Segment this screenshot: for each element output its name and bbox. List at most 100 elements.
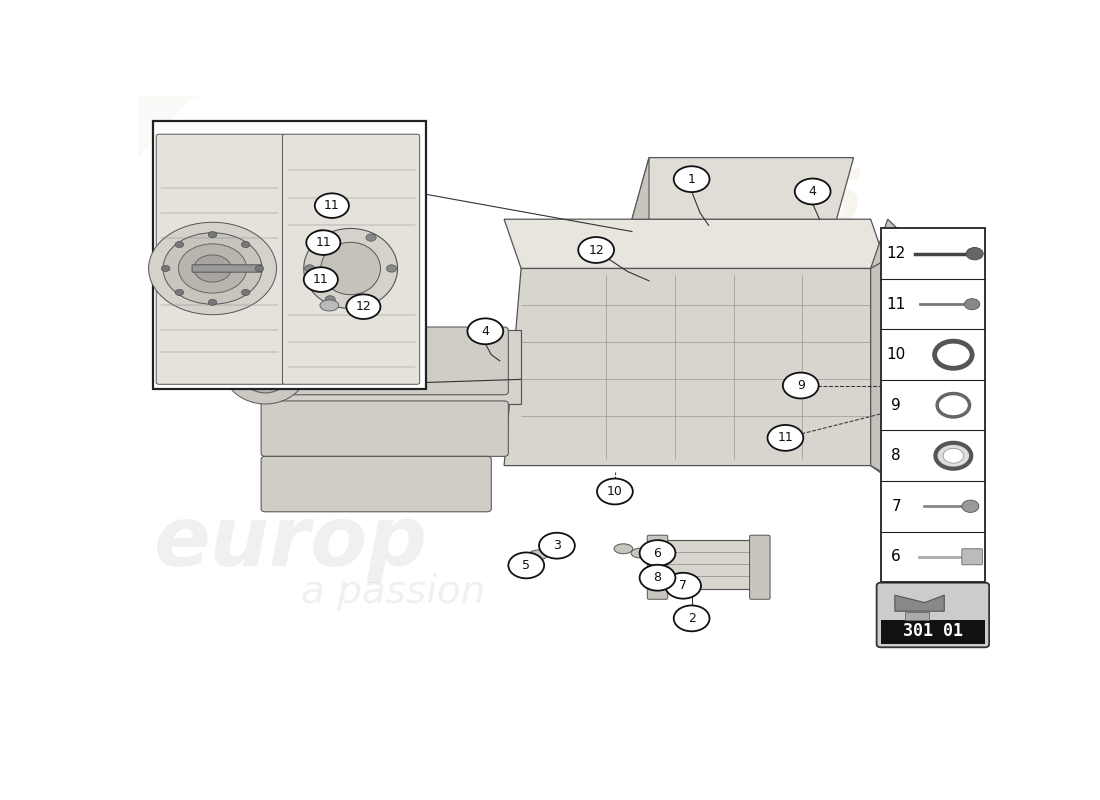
FancyBboxPatch shape xyxy=(261,456,492,512)
Polygon shape xyxy=(631,158,649,219)
Circle shape xyxy=(163,233,262,304)
Ellipse shape xyxy=(961,500,979,513)
FancyBboxPatch shape xyxy=(156,134,285,384)
Circle shape xyxy=(887,386,902,398)
Circle shape xyxy=(539,533,575,558)
Circle shape xyxy=(639,540,675,566)
FancyBboxPatch shape xyxy=(905,613,928,620)
Text: 6: 6 xyxy=(891,550,901,564)
Text: 6: 6 xyxy=(653,546,661,559)
Circle shape xyxy=(673,166,710,192)
Circle shape xyxy=(666,573,701,598)
FancyBboxPatch shape xyxy=(192,265,262,272)
Text: 5: 5 xyxy=(522,559,530,572)
Ellipse shape xyxy=(321,242,381,294)
FancyBboxPatch shape xyxy=(283,134,420,384)
FancyBboxPatch shape xyxy=(877,582,989,647)
Ellipse shape xyxy=(304,229,397,309)
Text: 4: 4 xyxy=(482,325,490,338)
Text: 11: 11 xyxy=(316,236,331,249)
Text: 1: 1 xyxy=(688,173,695,186)
Circle shape xyxy=(346,294,381,319)
Text: 11: 11 xyxy=(312,273,329,286)
Circle shape xyxy=(208,299,217,306)
Circle shape xyxy=(241,290,250,295)
Text: 2: 2 xyxy=(688,612,695,625)
Polygon shape xyxy=(653,539,760,589)
Polygon shape xyxy=(504,269,888,466)
Text: 7: 7 xyxy=(679,579,688,592)
Circle shape xyxy=(943,448,964,463)
Circle shape xyxy=(178,244,246,293)
Circle shape xyxy=(783,373,818,398)
Polygon shape xyxy=(871,244,913,490)
FancyBboxPatch shape xyxy=(261,401,508,456)
Ellipse shape xyxy=(320,300,339,311)
Circle shape xyxy=(768,425,803,451)
Circle shape xyxy=(241,242,250,248)
Text: 12: 12 xyxy=(887,246,906,261)
Circle shape xyxy=(305,265,315,272)
Circle shape xyxy=(795,178,830,205)
Circle shape xyxy=(175,242,184,248)
Polygon shape xyxy=(894,595,944,611)
Circle shape xyxy=(887,337,902,348)
Text: 3: 3 xyxy=(553,539,561,552)
Ellipse shape xyxy=(554,541,573,550)
Text: 12: 12 xyxy=(355,300,372,313)
Ellipse shape xyxy=(314,230,329,239)
Text: 301 01: 301 01 xyxy=(903,622,962,640)
Polygon shape xyxy=(504,219,888,269)
Text: 11: 11 xyxy=(778,431,793,444)
Circle shape xyxy=(887,435,902,446)
Circle shape xyxy=(326,234,336,242)
Circle shape xyxy=(304,267,338,292)
Ellipse shape xyxy=(222,330,308,404)
Text: 9: 9 xyxy=(796,379,805,392)
Text: 7: 7 xyxy=(891,498,901,514)
Circle shape xyxy=(255,266,264,271)
Ellipse shape xyxy=(631,548,650,558)
Circle shape xyxy=(508,553,544,578)
Circle shape xyxy=(162,266,169,271)
Circle shape xyxy=(935,443,971,469)
Circle shape xyxy=(366,234,376,242)
Circle shape xyxy=(673,606,710,631)
Circle shape xyxy=(966,247,983,260)
FancyBboxPatch shape xyxy=(881,620,984,644)
Circle shape xyxy=(366,296,376,303)
Text: 4: 4 xyxy=(808,185,816,198)
Circle shape xyxy=(148,222,276,314)
Circle shape xyxy=(965,298,980,310)
Circle shape xyxy=(306,230,340,255)
Text: europ: europ xyxy=(154,502,428,583)
Text: 10: 10 xyxy=(887,347,906,362)
Ellipse shape xyxy=(360,304,375,313)
Circle shape xyxy=(326,296,336,303)
Circle shape xyxy=(887,287,902,298)
Polygon shape xyxy=(265,330,521,404)
Text: 11: 11 xyxy=(324,199,340,212)
FancyBboxPatch shape xyxy=(881,229,984,582)
Text: 12: 12 xyxy=(588,243,604,257)
FancyBboxPatch shape xyxy=(261,327,508,394)
Text: 8: 8 xyxy=(653,571,661,584)
Circle shape xyxy=(468,318,503,344)
Text: 9: 9 xyxy=(891,398,901,413)
Ellipse shape xyxy=(238,341,293,393)
FancyBboxPatch shape xyxy=(749,535,770,599)
FancyBboxPatch shape xyxy=(961,549,982,565)
Circle shape xyxy=(579,237,614,263)
Circle shape xyxy=(175,290,184,295)
Polygon shape xyxy=(871,219,913,490)
Text: 10: 10 xyxy=(607,485,623,498)
Text: a passion: a passion xyxy=(301,573,485,611)
Polygon shape xyxy=(631,158,854,219)
Ellipse shape xyxy=(614,544,632,554)
Circle shape xyxy=(208,231,217,238)
FancyBboxPatch shape xyxy=(153,121,426,389)
Circle shape xyxy=(386,265,397,272)
Circle shape xyxy=(315,194,349,218)
Text: 8: 8 xyxy=(891,448,901,463)
Text: 985: 985 xyxy=(706,167,865,241)
